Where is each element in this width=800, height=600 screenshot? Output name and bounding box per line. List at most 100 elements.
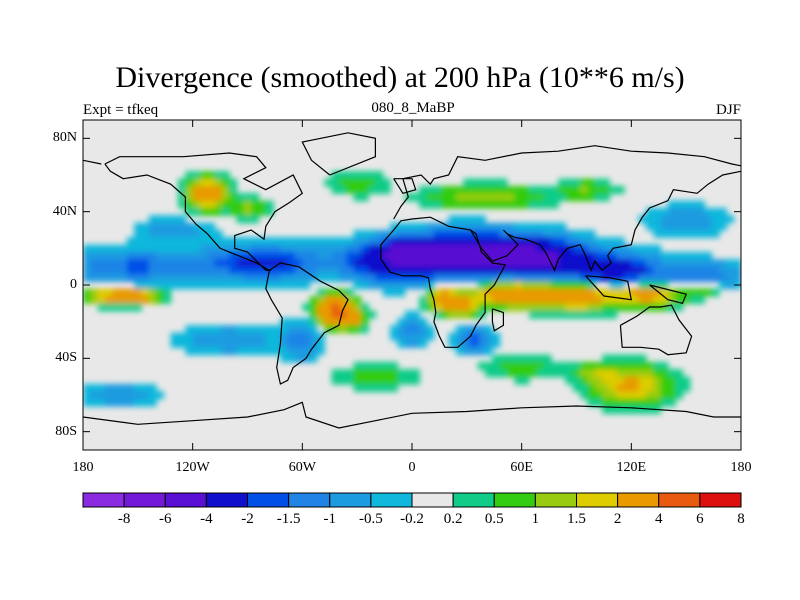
field-cell	[711, 266, 720, 275]
field-cell	[507, 237, 515, 246]
field-cell	[243, 281, 252, 290]
field-cell	[229, 281, 238, 290]
field-cell	[200, 171, 208, 180]
field-cell	[112, 296, 121, 304]
field-cell	[580, 252, 589, 260]
field-cell	[660, 303, 669, 312]
field-cell	[251, 347, 260, 356]
field-cell	[412, 222, 420, 231]
field-cell	[236, 325, 245, 334]
field-cell	[711, 259, 720, 268]
field-cell	[112, 274, 121, 282]
field-cell	[346, 376, 355, 385]
coastline-12	[83, 159, 102, 165]
field-cell	[624, 259, 632, 268]
field-cell	[580, 274, 589, 282]
field-cell	[382, 178, 391, 187]
field-cell	[558, 259, 567, 268]
field-cell	[419, 237, 428, 246]
field-cell	[499, 230, 508, 238]
field-cell	[463, 237, 472, 246]
y-tick-label: 80S	[55, 423, 77, 439]
field-cell	[719, 215, 727, 224]
field-cell	[346, 310, 355, 319]
field-cell	[338, 274, 347, 282]
field-cell	[251, 208, 260, 216]
field-cell	[192, 340, 201, 348]
field-cell	[507, 303, 515, 312]
field-cell	[558, 274, 567, 282]
field-cell	[485, 274, 493, 282]
field-cell	[543, 369, 552, 378]
field-cell	[360, 303, 369, 312]
field-cell	[192, 332, 201, 341]
field-cell	[119, 391, 128, 400]
field-cell	[455, 237, 464, 246]
field-cell	[221, 252, 230, 260]
field-cell	[594, 288, 603, 297]
field-cell	[521, 354, 530, 363]
field-cell	[324, 325, 333, 334]
field-cell	[433, 200, 442, 209]
field-cell	[653, 362, 662, 370]
field-cell	[602, 259, 610, 268]
field-cell	[572, 369, 581, 378]
field-cell	[170, 237, 179, 246]
field-cell	[550, 303, 559, 312]
field-cell	[156, 281, 164, 290]
field-cell	[704, 230, 713, 238]
field-cell	[148, 391, 157, 400]
field-cell	[587, 376, 596, 385]
field-cell	[265, 340, 274, 348]
field-cell	[726, 215, 735, 224]
field-cell	[594, 193, 603, 202]
field-cell	[251, 215, 260, 224]
field-cell	[441, 266, 450, 275]
field-cell	[485, 369, 493, 378]
field-cell	[646, 296, 654, 304]
field-cell	[433, 222, 442, 231]
field-cell	[689, 222, 698, 231]
field-cell	[675, 259, 684, 268]
field-cell	[90, 391, 99, 400]
field-cell	[550, 230, 559, 238]
field-cell	[207, 237, 216, 246]
field-cell	[536, 274, 545, 282]
field-cell	[682, 296, 691, 304]
field-cell	[587, 384, 596, 392]
field-cell	[90, 274, 99, 282]
experiment-label: Expt = tfkeq	[83, 102, 159, 118]
field-cell	[382, 266, 391, 275]
field-cell	[207, 230, 216, 238]
field-cell	[104, 252, 113, 260]
field-cell	[733, 274, 741, 282]
field-cell	[221, 266, 230, 275]
field-cell	[499, 186, 508, 194]
field-cell	[638, 296, 647, 304]
field-cell	[207, 252, 216, 260]
field-cell	[477, 296, 486, 304]
field-cell	[499, 281, 508, 290]
field-cell	[572, 178, 581, 187]
field-cell	[477, 237, 486, 246]
field-cell	[653, 288, 662, 297]
field-cell	[631, 391, 640, 400]
field-cell	[360, 318, 369, 326]
field-cell	[631, 369, 640, 378]
field-cell	[558, 362, 567, 370]
field-cell	[163, 274, 172, 282]
field-cell	[156, 252, 164, 260]
field-cell	[455, 325, 464, 334]
field-cell	[229, 193, 238, 202]
colorbar-label: 6	[696, 511, 704, 527]
field-cell	[338, 178, 347, 187]
field-cell	[470, 186, 479, 194]
field-cell	[587, 310, 596, 319]
field-cell	[550, 252, 559, 260]
field-cell	[90, 296, 99, 304]
field-cell	[587, 369, 596, 378]
field-cell	[433, 259, 442, 268]
field-cell	[653, 208, 662, 216]
field-cell	[207, 325, 216, 334]
field-cell	[631, 376, 640, 385]
